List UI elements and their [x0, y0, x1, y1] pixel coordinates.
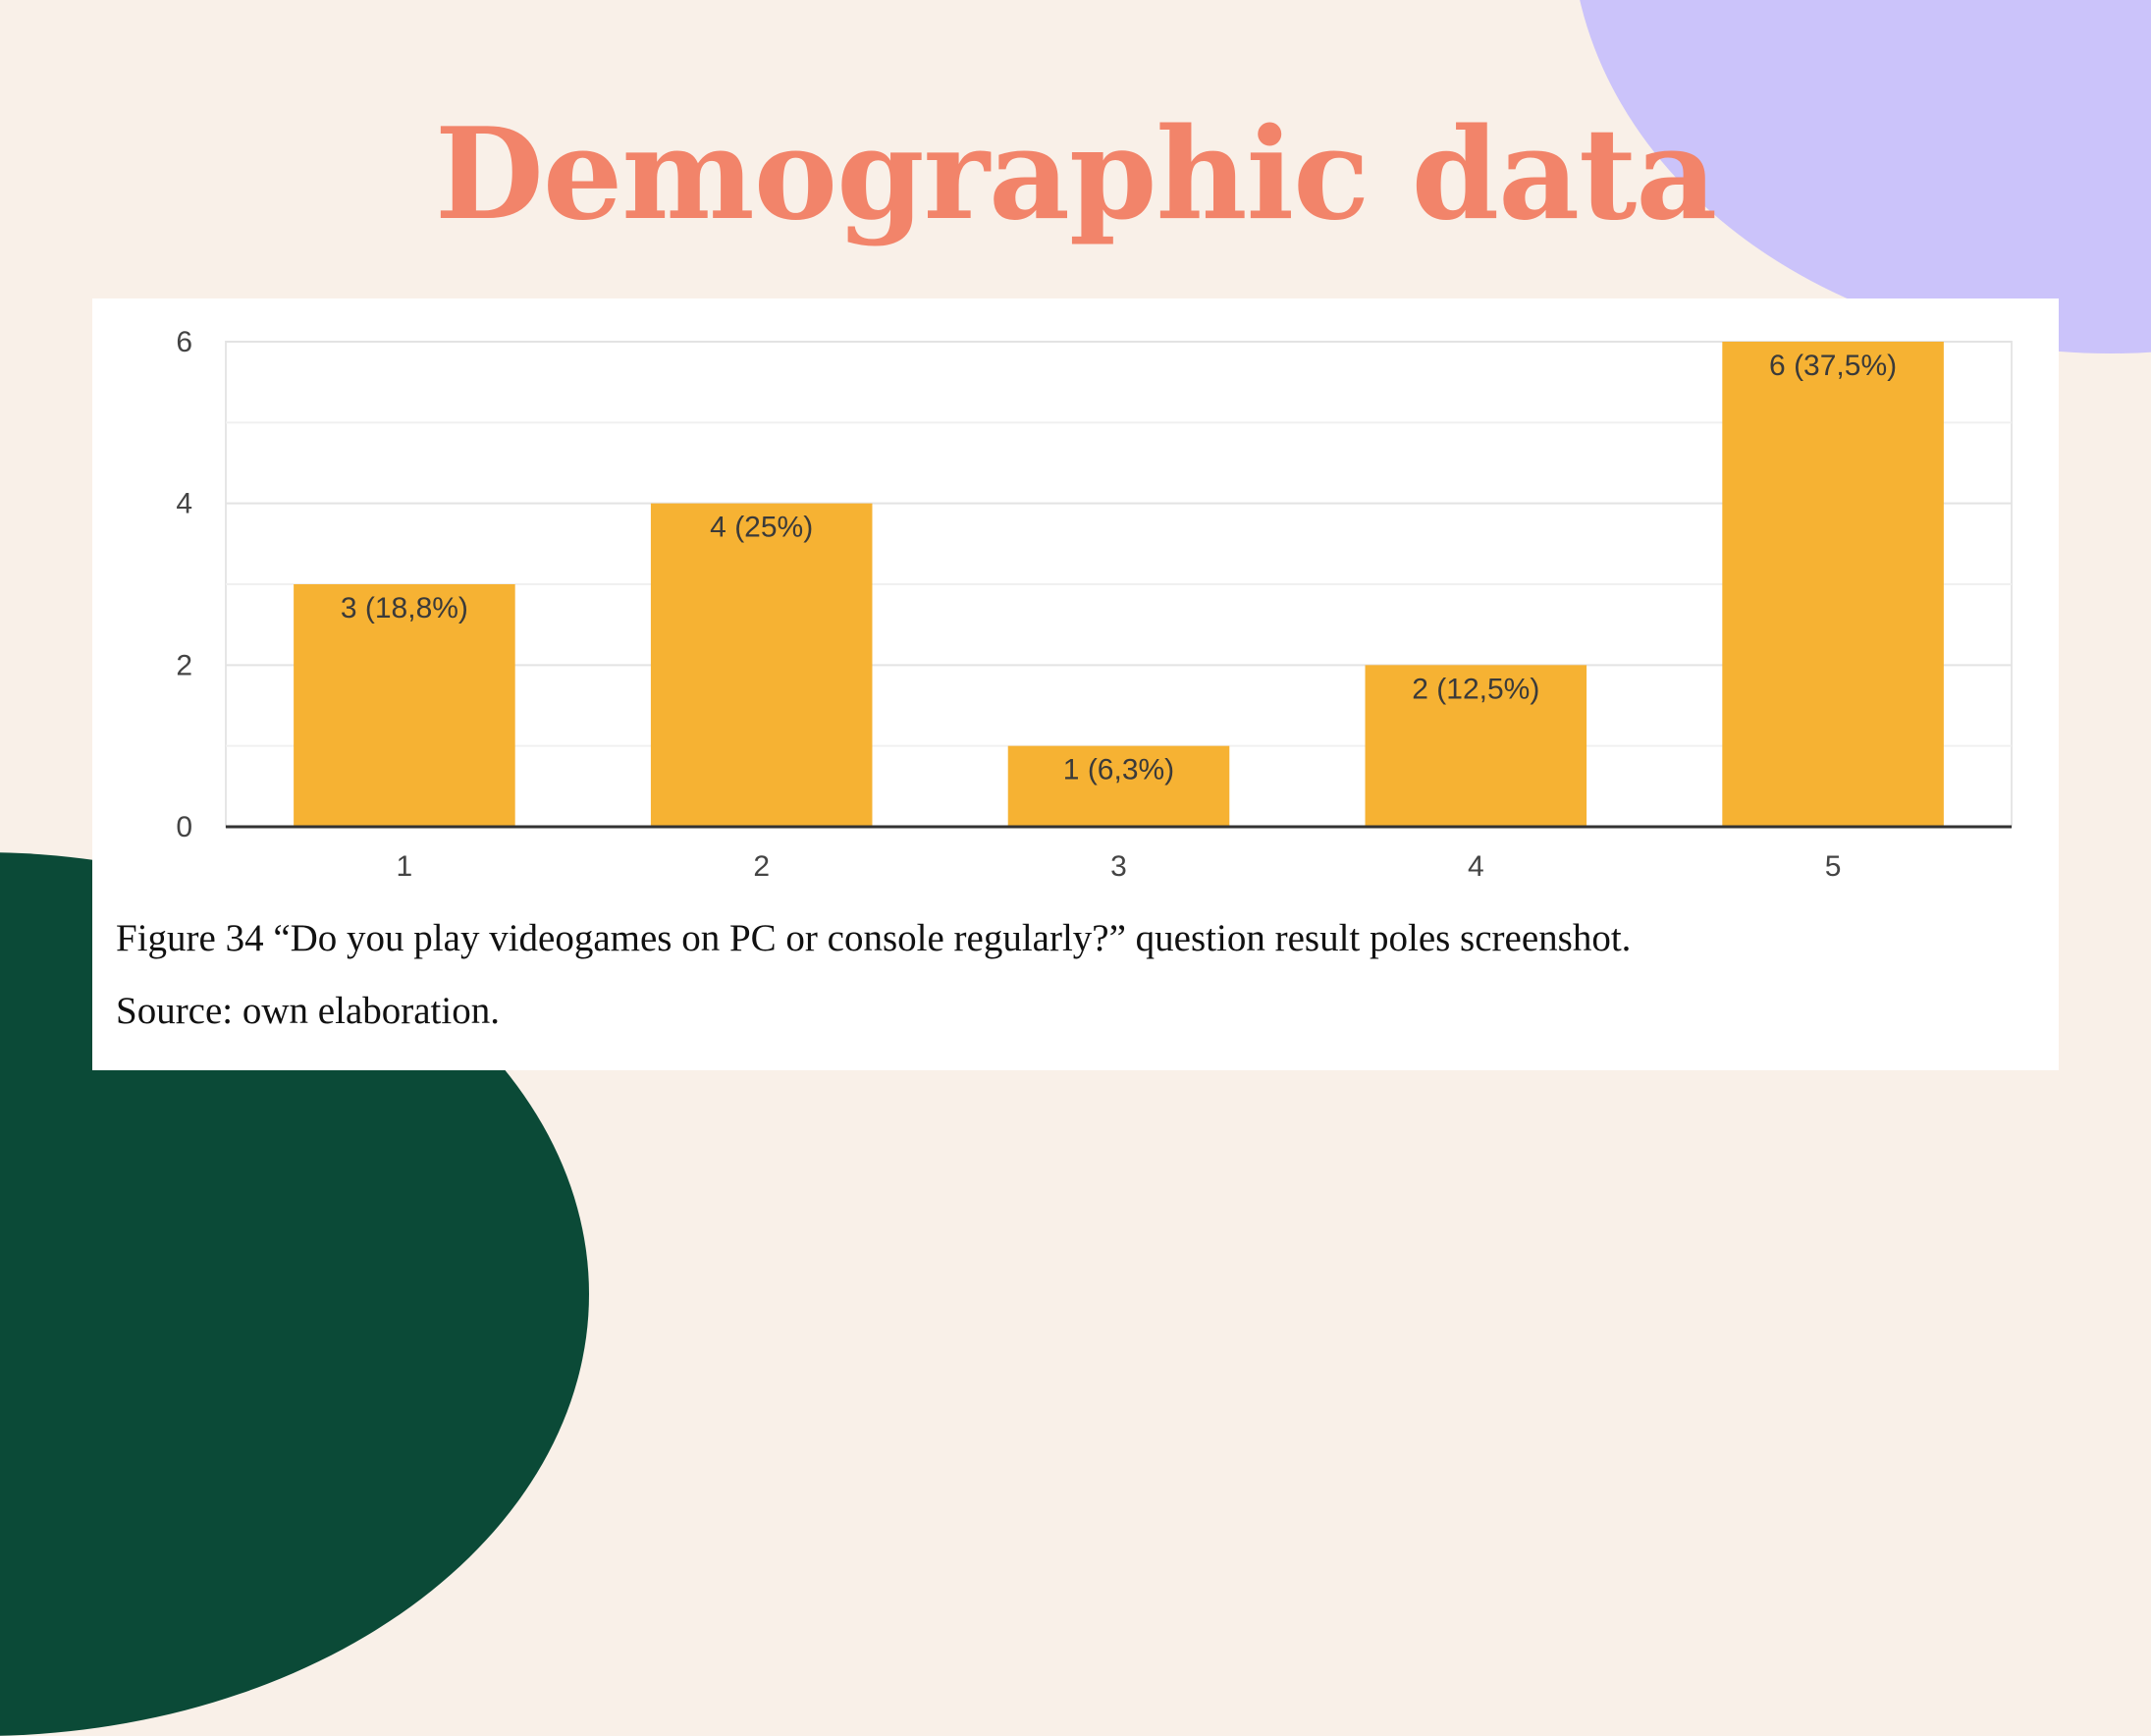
bar-data-label: 4 (25%) [710, 512, 813, 544]
figure-caption: Figure 34 “Do you play videogames on PC … [116, 917, 1632, 959]
y-tick-label: 0 [176, 811, 192, 843]
x-tick-label: 5 [1825, 850, 1842, 883]
x-tick-label: 4 [1468, 850, 1484, 883]
bar-data-label: 3 (18,8%) [341, 592, 468, 624]
bar [1007, 745, 1230, 827]
x-tick-label: 2 [753, 850, 770, 883]
bar-chart: 0 2 4 6 3 (18,8%) 1 4 (25%) 2 1 (6,3%) 3 2 (12,5%)… [176, 326, 2013, 883]
bar [1722, 342, 1944, 827]
bar-data-label: 6 (37,5%) [1769, 350, 1897, 382]
bar-data-label: 1 (6,3%) [1063, 754, 1174, 787]
bar [294, 584, 515, 827]
x-tick-label: 3 [1110, 850, 1127, 883]
figure-source: Source: own elaboration. [116, 990, 500, 1032]
bar [650, 503, 873, 827]
y-tick-label: 2 [176, 649, 192, 681]
slide-title: Demographic data [434, 101, 1717, 248]
figure-card: 0 2 4 6 3 (18,8%) 1 4 (25%) 2 1 (6,3%) 3 2 (12,5%)… [92, 298, 2059, 1070]
y-tick-label: 6 [176, 326, 192, 358]
y-tick-label: 4 [176, 488, 192, 520]
x-tick-label: 1 [397, 850, 413, 883]
bar [1365, 665, 1587, 827]
bar-data-label: 2 (12,5%) [1412, 673, 1539, 705]
